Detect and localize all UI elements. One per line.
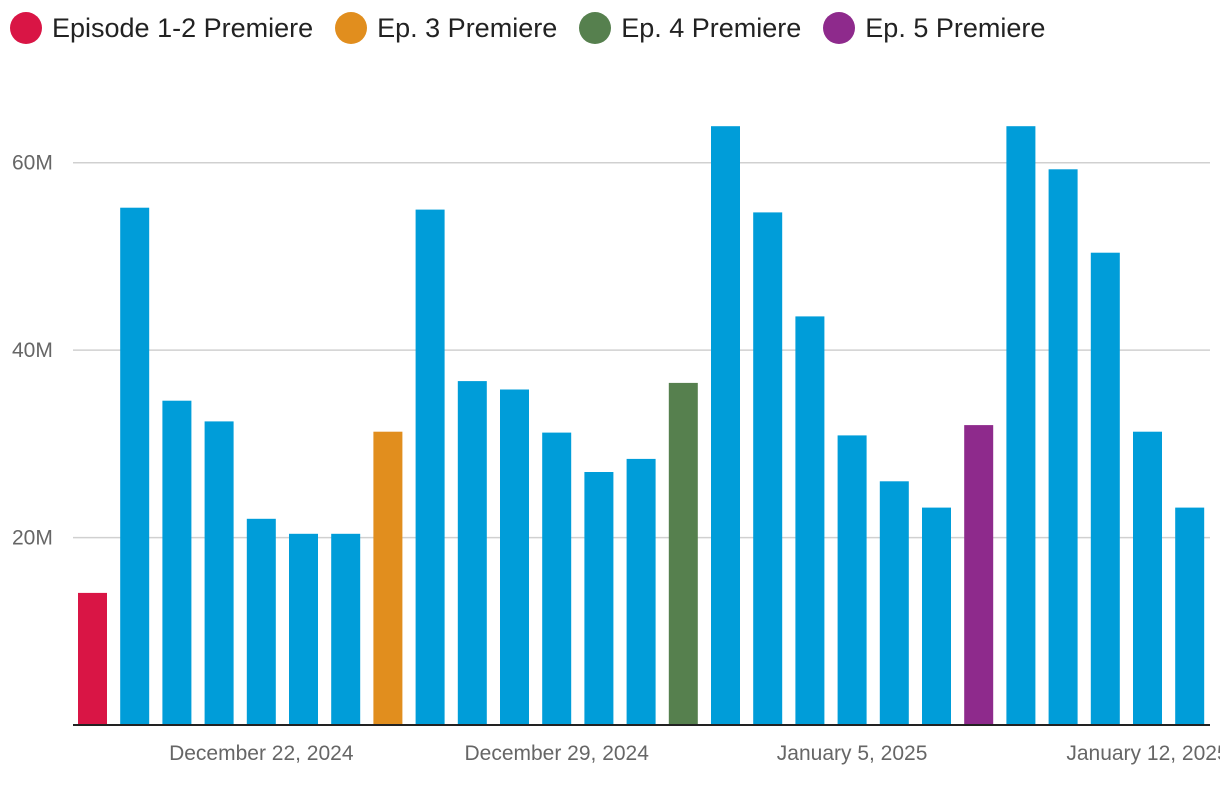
y-tick-label: 20M: [12, 527, 53, 550]
legend-item-ep-3: Ep. 3 Premiere: [335, 12, 557, 44]
legend-item-episode-1-2: Episode 1-2 Premiere: [10, 12, 313, 44]
y-tick-labels: 20M 40M 60M: [12, 152, 53, 550]
bar: [542, 432, 572, 725]
bar-ep12: [78, 592, 107, 725]
y-tick-label: 60M: [12, 152, 53, 175]
bar: [415, 209, 445, 726]
x-tick-label: January 5, 2025: [777, 742, 928, 765]
x-tick-label: December 29, 2024: [464, 742, 649, 765]
bar: [922, 507, 951, 725]
bar: [331, 533, 361, 725]
bar: [289, 533, 318, 725]
legend-item-ep-4: Ep. 4 Premiere: [579, 12, 801, 44]
bar-ep4: [668, 382, 698, 725]
x-tick-labels: December 22, 2024 December 29, 2024 Januar…: [169, 742, 1220, 765]
legend-label: Ep. 3 Premiere: [377, 12, 558, 43]
x-tick-label: December 22, 2024: [169, 742, 354, 765]
legend-label: Episode 1-2 Premiere: [52, 12, 314, 43]
bar: [711, 126, 740, 725]
bar: [120, 207, 150, 725]
legend-swatch-icon: [579, 12, 612, 44]
y-tick-label: 40M: [12, 339, 53, 362]
legend-swatch-icon: [335, 12, 368, 44]
bar: [1175, 507, 1205, 725]
bar: [162, 400, 192, 725]
bar: [246, 518, 276, 725]
bar: [1048, 169, 1078, 726]
legend: Episode 1-2 Premiere Ep. 3 Premiere Ep. …: [10, 10, 1067, 46]
bar: [626, 458, 656, 725]
legend-label: Ep. 4 Premiere: [621, 12, 802, 43]
bar: [457, 381, 487, 725]
legend-item-ep-5: Ep. 5 Premiere: [823, 12, 1045, 44]
bar: [204, 421, 234, 725]
bar-ep5: [964, 425, 994, 725]
x-tick-label: January 12, 2025: [1066, 742, 1220, 765]
bar: [1006, 126, 1036, 725]
bar: [1090, 252, 1120, 725]
bar-ep3: [373, 431, 403, 725]
bar: [879, 481, 909, 725]
bars: [78, 126, 1205, 726]
bar: [837, 435, 867, 725]
legend-label: Ep. 5 Premiere: [865, 12, 1046, 43]
bar: [753, 212, 783, 725]
bar: [795, 316, 825, 725]
bar: [584, 472, 614, 725]
legend-swatch-icon: [10, 12, 42, 44]
legend-swatch-icon: [823, 12, 856, 44]
bar: [1133, 431, 1162, 725]
bar: [500, 389, 529, 725]
